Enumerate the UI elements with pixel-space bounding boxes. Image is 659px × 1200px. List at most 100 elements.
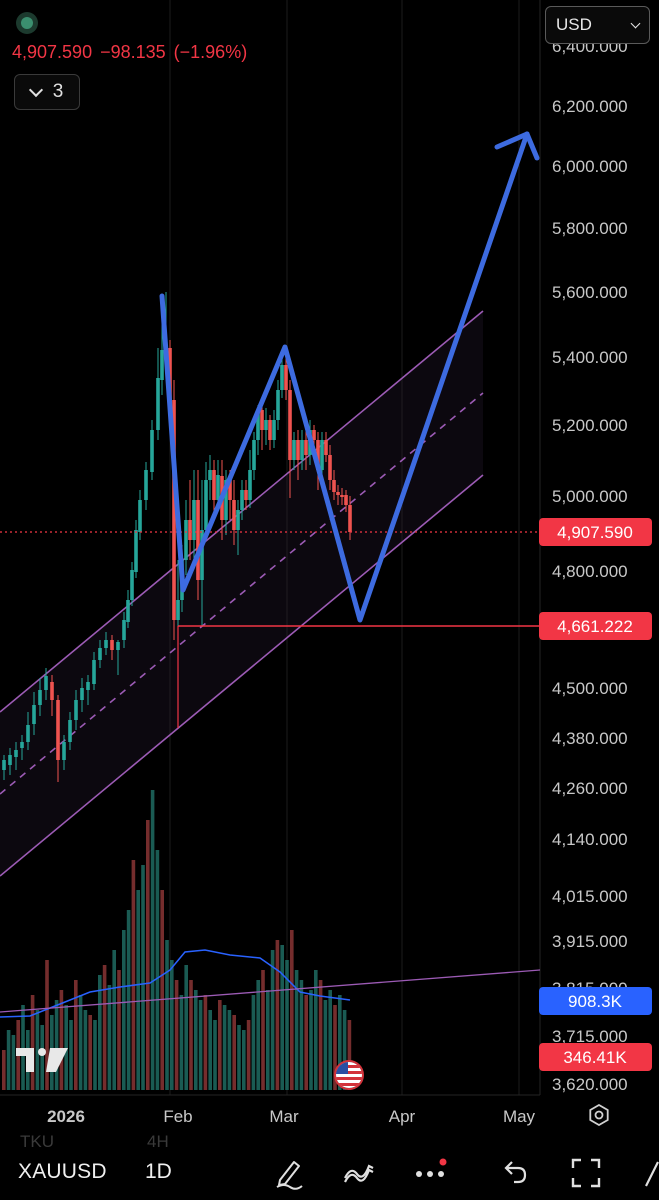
volume-bar	[102, 965, 107, 1090]
indicator-count: 3	[52, 81, 64, 102]
candle-body	[150, 430, 154, 472]
volume-bar	[69, 1020, 73, 1090]
tradingview-logo-icon[interactable]	[16, 1046, 68, 1076]
volume-bar	[333, 1005, 337, 1090]
volume-bar	[189, 980, 193, 1090]
candle-body	[292, 440, 296, 460]
candlesticks	[2, 292, 352, 782]
candle-body	[256, 410, 260, 440]
fullscreen-icon[interactable]	[569, 1156, 603, 1190]
volume-bar	[256, 980, 260, 1090]
indicators-icon[interactable]	[342, 1156, 376, 1190]
price-label: 3,715.000	[552, 1027, 628, 1046]
volume-bar	[6, 1030, 11, 1090]
volume-bar	[338, 995, 342, 1090]
price-label: 4,015.000	[552, 887, 628, 906]
candle-body	[26, 725, 30, 742]
last-price: 4,907.590	[12, 42, 93, 62]
draw-icon[interactable]	[272, 1156, 306, 1190]
candle-body	[156, 378, 160, 430]
candle-body	[184, 520, 188, 560]
candle-body	[212, 470, 216, 500]
currency-select[interactable]: USD	[545, 6, 650, 44]
volume-bar	[251, 995, 256, 1090]
projection-drawing[interactable]	[159, 131, 540, 623]
volume-bar	[246, 1020, 251, 1090]
candle-body	[232, 500, 236, 530]
price-label: 5,000.000	[552, 487, 628, 506]
candle-body	[32, 705, 36, 724]
indicators-collapse-button[interactable]: 3	[14, 74, 80, 110]
volume-bar	[290, 930, 294, 1090]
bottom-toolbar	[0, 1140, 659, 1200]
price-axis[interactable]: 6,400.0006,200.0006,000.0005,800.0005,60…	[552, 37, 628, 1094]
candle-body	[252, 440, 256, 470]
candle-body	[138, 500, 142, 532]
volume-ma-badge: 908.3K	[539, 987, 652, 1015]
volume-bar	[309, 990, 313, 1090]
candle-body	[312, 430, 316, 440]
volume-bar	[232, 1015, 236, 1090]
candle-body	[80, 688, 84, 700]
volume-bar	[194, 990, 198, 1090]
candle-body	[224, 480, 228, 520]
volume-bar	[11, 1035, 16, 1090]
price-label: 6,000.000	[552, 157, 628, 176]
symbol-button[interactable]: XAUUSD	[18, 1160, 107, 1183]
price-chart[interactable]: 6,400.0006,200.0006,000.0005,800.0005,60…	[0, 0, 659, 1140]
candle-body	[264, 420, 268, 430]
edge-icon	[645, 1161, 659, 1187]
volume-bar	[59, 990, 64, 1090]
candle-body	[126, 600, 130, 622]
candle-body	[240, 490, 244, 510]
volume-bar	[150, 790, 155, 1090]
time-label-may: May	[503, 1107, 536, 1126]
candle-body	[316, 440, 320, 470]
candle-body	[236, 510, 240, 530]
interval-button[interactable]: 1D	[145, 1160, 172, 1183]
candle-body	[192, 500, 196, 540]
ghost-label: TKU	[20, 1132, 54, 1151]
volume-bars	[2, 790, 352, 1090]
candle-body	[276, 390, 280, 420]
candle-body	[62, 742, 66, 760]
chevron-down-icon	[630, 18, 641, 29]
time-label-apr: Apr	[389, 1107, 416, 1126]
volume-bar	[74, 980, 78, 1090]
volume-bar	[304, 995, 308, 1090]
candle-body	[14, 750, 18, 757]
volume-bar	[107, 985, 112, 1090]
volume-bar	[294, 970, 299, 1090]
undo-icon[interactable]	[498, 1156, 532, 1190]
price-label: 4,380.000	[552, 729, 628, 748]
volume-bar	[299, 980, 304, 1090]
settings-icon[interactable]	[588, 1104, 610, 1126]
price-label: 4,800.000	[552, 562, 628, 581]
candle-body	[244, 490, 248, 500]
volume-bar	[35, 1010, 40, 1090]
candle-body	[74, 700, 78, 720]
candle-body	[348, 505, 352, 532]
volume-bar	[117, 970, 121, 1090]
volume-bar	[64, 1005, 68, 1090]
candle-body	[172, 400, 176, 620]
candle-body	[38, 690, 42, 705]
volume-bar	[314, 970, 318, 1090]
candle-body	[56, 700, 60, 760]
volume-bar	[122, 930, 126, 1090]
candle-body	[248, 470, 252, 500]
more-icon[interactable]	[413, 1156, 447, 1190]
candle-body	[116, 642, 120, 650]
candle-body	[144, 470, 148, 500]
volume-bar	[155, 850, 160, 1090]
candle-body	[260, 410, 264, 430]
volume-bar	[21, 1005, 25, 1090]
volume-bar	[160, 890, 164, 1090]
price-label: 4,260.000	[552, 779, 628, 798]
candle-body	[344, 495, 348, 505]
time-axis[interactable]: 2026 Feb Mar Apr May	[47, 1107, 535, 1126]
market-status-icon[interactable]	[16, 12, 38, 34]
us-flag-icon[interactable]	[334, 1060, 364, 1090]
candle-body	[44, 676, 48, 690]
